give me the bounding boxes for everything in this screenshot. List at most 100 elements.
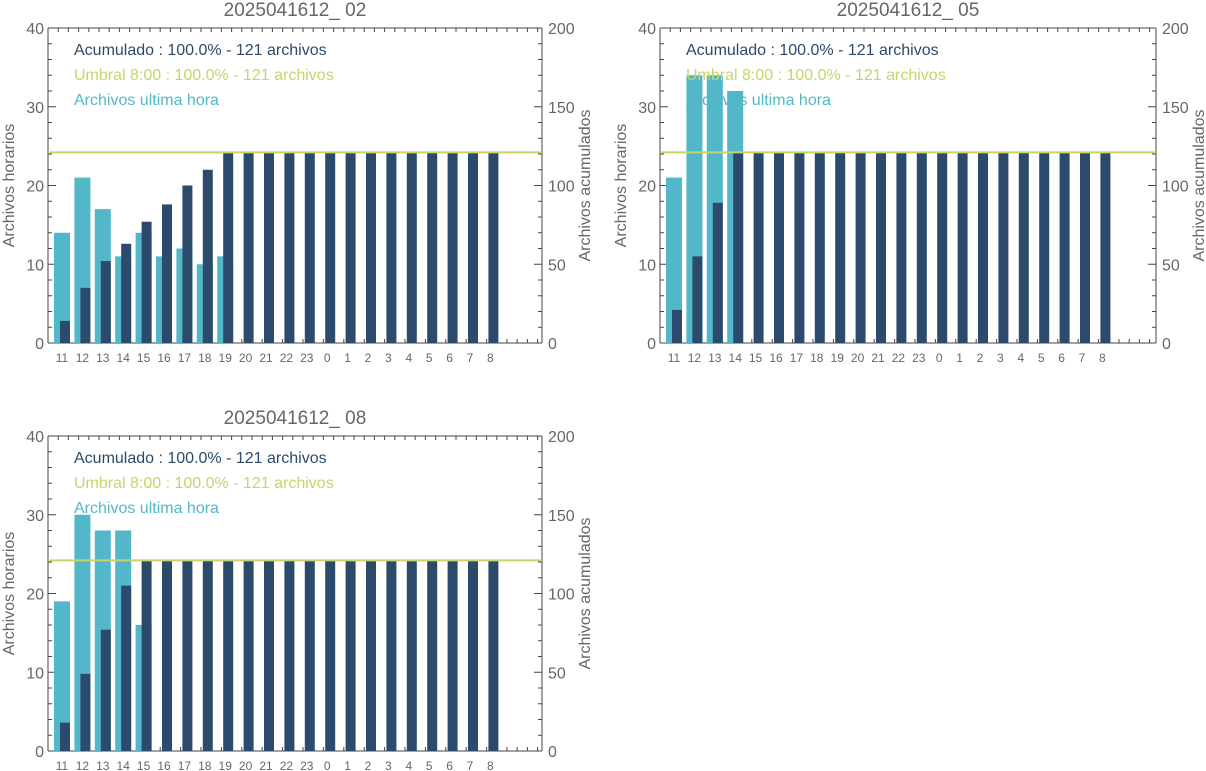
x-tick-label: 14	[117, 759, 131, 771]
y-tick-label-left: 10	[638, 257, 656, 274]
bar-cumulative-2	[366, 560, 376, 751]
x-tick-label: 18	[198, 351, 212, 365]
x-tick-label: 11	[56, 351, 69, 365]
chart-panel-05: 2025041612_ 05010203040050100150200Archi…	[613, 0, 1206, 365]
chart-title: 2025041612_ 05	[837, 0, 980, 21]
x-tick-label: 3	[385, 759, 392, 771]
y-tick-label-left: 0	[35, 744, 44, 761]
x-tick-label: 22	[280, 351, 294, 365]
x-tick-label: 2	[977, 351, 984, 365]
bar-cumulative-0	[937, 152, 948, 343]
x-tick-label: 3	[385, 351, 392, 365]
x-tick-label: 4	[405, 351, 412, 365]
x-tick-label: 12	[76, 759, 90, 771]
x-tick-label: 8	[1099, 351, 1106, 365]
x-tick-label: 17	[178, 759, 192, 771]
x-tick-label: 4	[405, 759, 412, 771]
bar-hourly-11	[54, 601, 70, 751]
bar-cumulative-7	[468, 152, 478, 343]
x-tick-label: 0	[324, 351, 331, 365]
bar-cumulative-18	[814, 152, 825, 343]
bar-cumulative-16	[162, 204, 172, 343]
x-tick-label: 14	[729, 351, 743, 365]
bar-cumulative-17	[794, 152, 805, 343]
x-tick-label: 7	[467, 351, 474, 365]
bar-cumulative-11	[60, 320, 70, 343]
y-tick-label-right: 50	[548, 665, 566, 682]
x-tick-label: 7	[467, 759, 474, 771]
x-tick-label: 23	[300, 351, 314, 365]
x-tick-label: 1	[344, 351, 351, 365]
y-tick-label-left: 30	[638, 100, 656, 117]
bar-cumulative-17	[182, 185, 193, 343]
y-tick-label-left: 20	[638, 179, 656, 196]
legend-cumulative: Acumulado : 100.0% - 121 archivos	[74, 450, 327, 467]
legend-cumulative: Acumulado : 100.0% - 121 archivos	[686, 42, 939, 59]
y-tick-label-left: 40	[26, 21, 44, 38]
x-tick-label: 15	[137, 351, 151, 365]
y-tick-label-right: 100	[548, 179, 575, 196]
x-tick-label: 17	[790, 351, 804, 365]
bar-cumulative-15	[141, 221, 152, 343]
bar-cumulative-21	[264, 560, 274, 751]
bar-cumulative-8	[488, 152, 499, 343]
x-tick-label: 17	[178, 351, 192, 365]
bar-cumulative-8	[1100, 152, 1111, 343]
legend-hourly: Archivos ultima hora	[74, 500, 219, 517]
bar-cumulative-14	[121, 585, 132, 751]
x-tick-label: 22	[280, 759, 294, 771]
y-tick-label-left: 40	[638, 21, 656, 38]
bar-cumulative-20	[243, 560, 254, 751]
bar-cumulative-6	[447, 152, 458, 343]
bar-cumulative-14	[121, 243, 132, 343]
x-tick-label: 7	[1079, 351, 1086, 365]
y-tick-label-right: 150	[548, 508, 575, 525]
x-tick-label: 11	[56, 759, 69, 771]
x-tick-label: 22	[892, 351, 906, 365]
chart-panel-02: 2025041612_ 02010203040050100150200Archi…	[1, 0, 594, 365]
x-tick-label: 1	[344, 759, 351, 771]
x-tick-label: 2	[365, 351, 372, 365]
x-tick-label: 4	[1017, 351, 1024, 365]
bar-cumulative-4	[406, 152, 417, 343]
bar-cumulative-13	[100, 629, 111, 751]
bar-hourly-11	[666, 177, 682, 343]
bar-cumulative-19	[223, 560, 234, 751]
y-axis-label-left: Archivos horarios	[1, 124, 18, 248]
x-tick-label: 12	[76, 351, 90, 365]
bar-cumulative-7	[1080, 152, 1090, 343]
bar-cumulative-6	[447, 560, 458, 751]
bar-cumulative-22	[896, 152, 907, 343]
chart-panel-08: 2025041612_ 08010203040050100150200Archi…	[1, 408, 594, 771]
bar-cumulative-11	[672, 309, 682, 343]
y-tick-label-left: 0	[647, 336, 656, 353]
bar-cumulative-23	[916, 152, 927, 343]
x-tick-label: 1	[956, 351, 963, 365]
y-axis-label-left: Archivos horarios	[613, 124, 630, 248]
x-tick-label: 21	[259, 759, 273, 771]
x-tick-label: 5	[426, 759, 433, 771]
bar-cumulative-21	[876, 152, 886, 343]
y-tick-label-right: 100	[548, 587, 575, 604]
x-tick-label: 20	[851, 351, 865, 365]
bar-cumulative-13	[712, 202, 723, 343]
x-tick-label: 5	[426, 351, 433, 365]
bar-cumulative-21	[264, 152, 274, 343]
y-axis-label-right: Archivos acumulados	[577, 517, 594, 669]
legend-threshold: Umbral 8:00 : 100.0% - 121 archivos	[686, 67, 946, 84]
legend-threshold: Umbral 8:00 : 100.0% - 121 archivos	[74, 475, 334, 492]
y-axis-label-right: Archivos acumulados	[577, 109, 594, 261]
x-tick-label: 2	[365, 759, 372, 771]
bar-cumulative-11	[60, 722, 70, 751]
bar-cumulative-4	[406, 560, 417, 751]
y-tick-label-left: 30	[26, 508, 44, 525]
legend-hourly: Archivos ultima hora	[74, 92, 219, 109]
bar-cumulative-1	[345, 560, 356, 751]
x-tick-label: 18	[810, 351, 824, 365]
y-tick-label-left: 40	[26, 429, 44, 446]
y-tick-label-left: 20	[26, 179, 44, 196]
y-tick-label-right: 150	[1162, 100, 1189, 117]
x-tick-label: 16	[157, 759, 171, 771]
x-tick-label: 12	[688, 351, 702, 365]
bar-cumulative-17	[182, 560, 193, 751]
